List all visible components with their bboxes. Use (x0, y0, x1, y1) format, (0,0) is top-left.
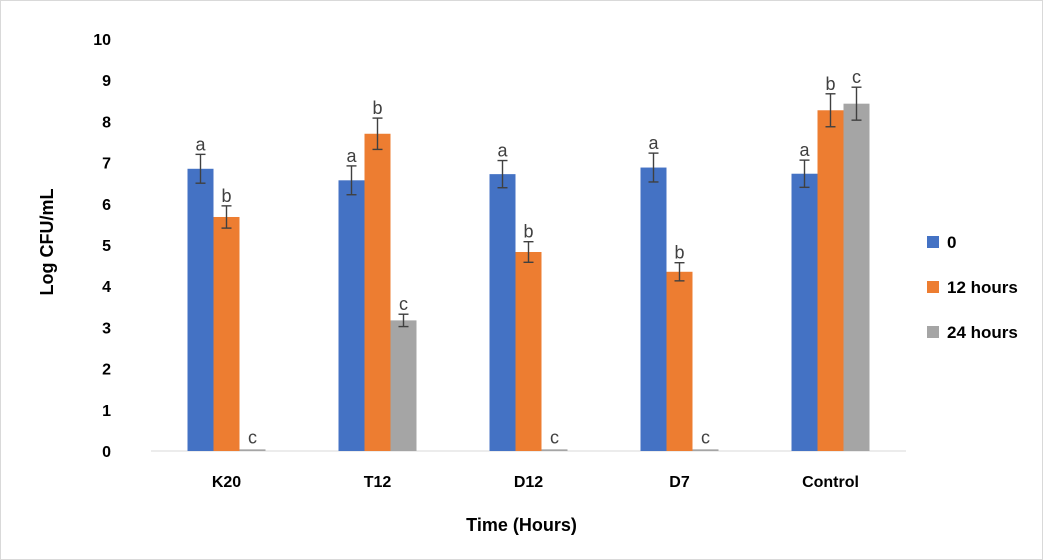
error-bar (674, 262, 685, 282)
x-tick-label: Control (802, 474, 859, 491)
significance-label: b (221, 186, 231, 206)
error-bar (825, 93, 836, 128)
bar-t12-series-1 (364, 133, 391, 451)
x-axis-ticks: K20 T12 D12 D7 Control (212, 474, 859, 491)
y-tick-label: 3 (102, 320, 111, 337)
significance-label: b (372, 98, 382, 118)
bar-control-series-2 (843, 103, 870, 452)
significance-label: a (648, 133, 659, 153)
significance-label: b (825, 74, 835, 94)
error-bar (497, 159, 508, 189)
error-bar (648, 152, 659, 183)
y-tick-label: 4 (102, 279, 111, 296)
error-bar (851, 86, 862, 121)
bar-k20-series-2 (239, 449, 266, 451)
x-tick-label: D7 (669, 474, 690, 491)
bar-t12-series-2 (390, 320, 417, 451)
error-bar (195, 153, 206, 184)
bar-control-series-0 (791, 173, 818, 451)
error-bar (398, 313, 409, 328)
x-tick-label: D12 (514, 474, 543, 491)
y-tick-label: 9 (102, 73, 111, 90)
y-tick-label: 6 (102, 197, 111, 214)
error-bar (372, 117, 383, 151)
bar-k20-series-1 (213, 216, 240, 451)
significance-label: c (248, 427, 257, 447)
bar-d7-series-0 (640, 167, 667, 451)
error-bar (346, 165, 357, 196)
legend-label: 0 (947, 233, 956, 252)
bar-d7-series-2 (692, 449, 719, 451)
error-bar (523, 241, 534, 264)
bar-control-series-1 (817, 110, 844, 451)
significance-label: c (399, 294, 408, 314)
bar-t12-series-0 (338, 180, 365, 452)
significance-label: c (550, 427, 559, 447)
legend-label: 12 hours (947, 278, 1018, 297)
significance-label: c (701, 427, 710, 447)
significance-label: c (852, 67, 861, 87)
error-bar (221, 205, 232, 229)
legend: 0 12 hours 24 hours (927, 233, 1018, 342)
x-tick-label: T12 (364, 474, 392, 491)
significance-label: a (799, 140, 810, 160)
x-axis-title: Time (Hours) (466, 515, 577, 535)
y-tick-label: 8 (102, 114, 111, 131)
y-tick-label: 2 (102, 362, 111, 379)
legend-swatch (927, 236, 939, 248)
significance-label: a (497, 141, 508, 161)
significance-label: a (195, 134, 206, 154)
legend-swatch (927, 281, 939, 293)
error-bar (799, 159, 810, 189)
y-tick-label: 5 (102, 238, 111, 255)
y-tick-label: 10 (93, 32, 111, 49)
bar-d7-series-1 (666, 271, 693, 451)
bar-d12-series-0 (489, 174, 516, 452)
x-tick-label: K20 (212, 474, 241, 491)
y-axis-title: Log CFU/mL (37, 189, 57, 296)
bar-d12-series-1 (515, 252, 542, 451)
legend-label: 24 hours (947, 323, 1018, 342)
significance-label: a (346, 146, 357, 166)
y-tick-label: 7 (102, 156, 111, 173)
y-tick-label: 1 (102, 403, 111, 420)
bar-d12-series-2 (541, 449, 568, 451)
y-tick-label: 0 (102, 444, 111, 461)
legend-swatch (927, 326, 939, 338)
bar-k20-series-0 (187, 168, 214, 451)
significance-label: b (674, 243, 684, 263)
y-axis-ticks: 0 1 2 3 4 5 6 7 8 9 10 (93, 32, 111, 461)
significance-label: b (523, 222, 533, 242)
